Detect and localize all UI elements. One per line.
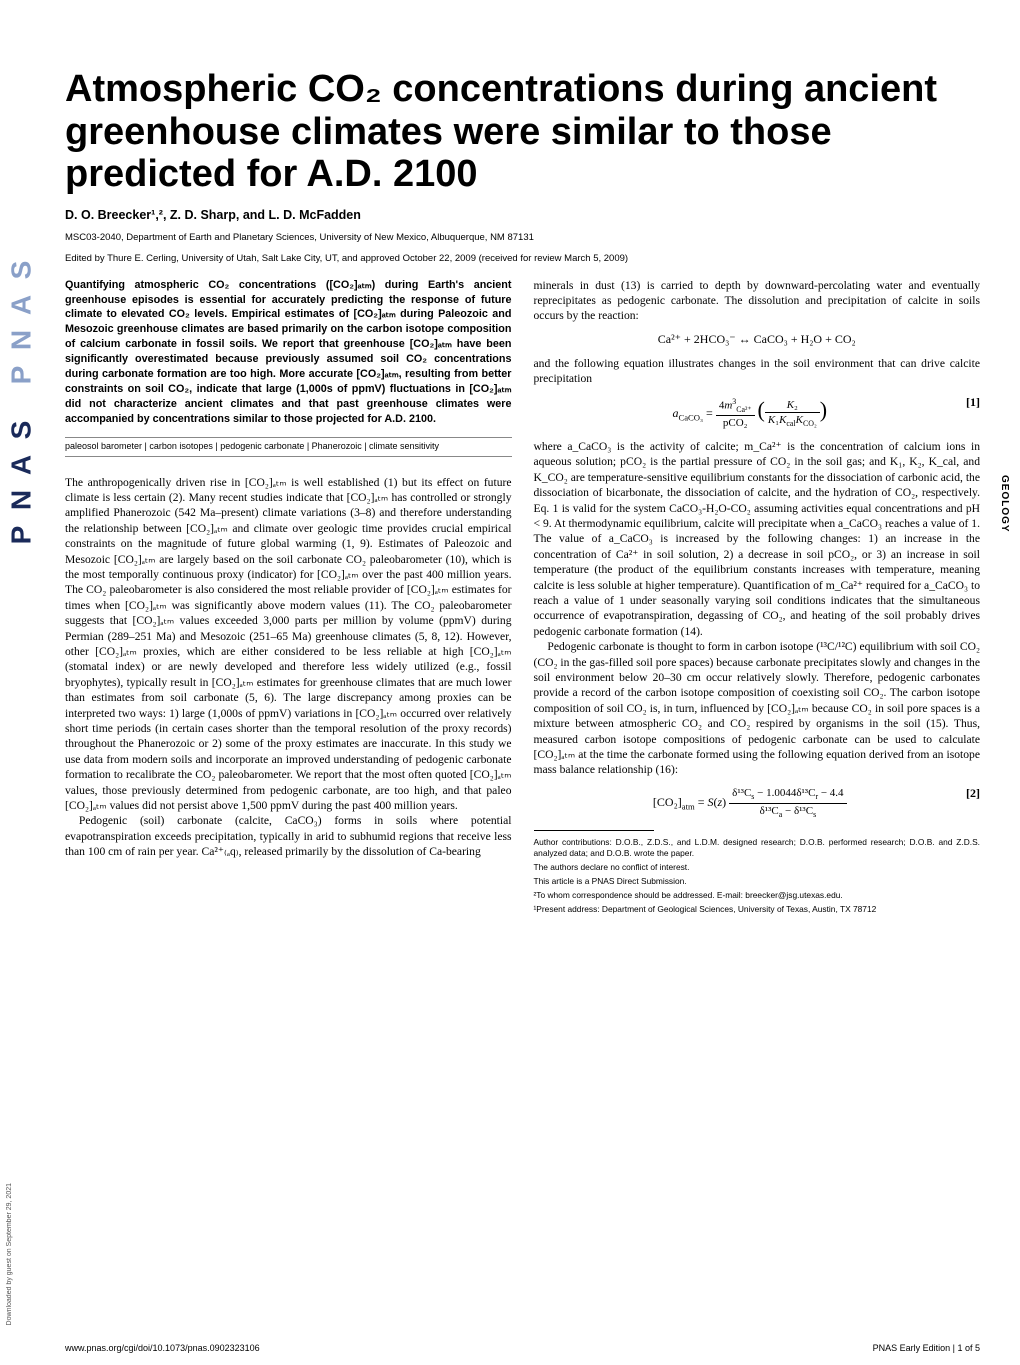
page-content: Atmospheric CO₂ concentrations during an… bbox=[65, 68, 980, 1337]
reaction-equation: Ca²⁺ + 2HCO₃⁻ ↔ CaCO₃ + H₂O + CO₂ bbox=[534, 332, 981, 348]
edited-by: Edited by Thure E. Cerling, University o… bbox=[65, 253, 980, 264]
equation-1: aCaCO₃ = 4m3Ca²⁺ pCO₂ ( K₂ K₁KcalKCO₂ ) … bbox=[534, 395, 981, 431]
article-title: Atmospheric CO₂ concentrations during an… bbox=[65, 68, 980, 196]
footer-doi: www.pnas.org/cgi/doi/10.1073/pnas.090232… bbox=[65, 1343, 260, 1353]
body-paragraph: The anthropogenically driven rise in [CO… bbox=[65, 475, 512, 814]
abstract: Quantifying atmospheric CO₂ concentratio… bbox=[65, 278, 512, 427]
two-column-body: Quantifying atmospheric CO₂ concentratio… bbox=[65, 278, 980, 918]
svg-text:P: P bbox=[7, 366, 35, 385]
footnote: This article is a PNAS Direct Submission… bbox=[534, 876, 981, 887]
affiliation: MSC03-2040, Department of Earth and Plan… bbox=[65, 232, 980, 243]
body-paragraph: Pedogenic carbonate is thought to form i… bbox=[534, 639, 981, 778]
footnote: The authors declare no conflict of inter… bbox=[534, 862, 981, 873]
footnote: Author contributions: D.O.B., Z.D.S., an… bbox=[534, 837, 981, 859]
body-paragraph: Pedogenic (soil) carbonate (calcite, CaC… bbox=[65, 813, 512, 859]
keywords: paleosol barometer | carbon isotopes | p… bbox=[65, 437, 512, 457]
svg-text:N: N bbox=[7, 490, 35, 510]
body-paragraph: where a_CaCO₃ is the activity of calcite… bbox=[534, 439, 981, 639]
right-column: minerals in dust (13) is carried to dept… bbox=[534, 278, 981, 918]
pnas-logo: P N A S P N A S bbox=[6, 185, 36, 585]
svg-text:S: S bbox=[7, 261, 35, 280]
svg-text:A: A bbox=[7, 295, 35, 315]
footer-page-number: PNAS Early Edition | 1 of 5 bbox=[873, 1343, 980, 1353]
page-footer: www.pnas.org/cgi/doi/10.1073/pnas.090232… bbox=[65, 1343, 980, 1353]
authors: D. O. Breecker¹,², Z. D. Sharp, and L. D… bbox=[65, 208, 980, 222]
body-paragraph: minerals in dust (13) is carried to dept… bbox=[534, 278, 981, 324]
footnote: ²To whom correspondence should be addres… bbox=[534, 890, 981, 901]
footnote: ¹Present address: Department of Geologic… bbox=[534, 904, 981, 915]
svg-text:A: A bbox=[7, 455, 35, 475]
equation-number: [2] bbox=[966, 786, 980, 802]
footnote-separator bbox=[534, 830, 654, 831]
equation-2: [CO₂]atm = S(z) δ¹³Cs − 1.0044δ¹³Cr − 4.… bbox=[534, 786, 981, 820]
body-paragraph: and the following equation illustrates c… bbox=[534, 356, 981, 387]
svg-text:S: S bbox=[7, 421, 35, 440]
svg-text:P: P bbox=[7, 526, 35, 545]
left-column: Quantifying atmospheric CO₂ concentratio… bbox=[65, 278, 512, 918]
section-label: GEOLOGY bbox=[999, 475, 1010, 533]
download-note: Downloaded by guest on September 29, 202… bbox=[6, 1183, 13, 1325]
svg-text:N: N bbox=[7, 330, 35, 350]
equation-number: [1] bbox=[966, 395, 980, 411]
